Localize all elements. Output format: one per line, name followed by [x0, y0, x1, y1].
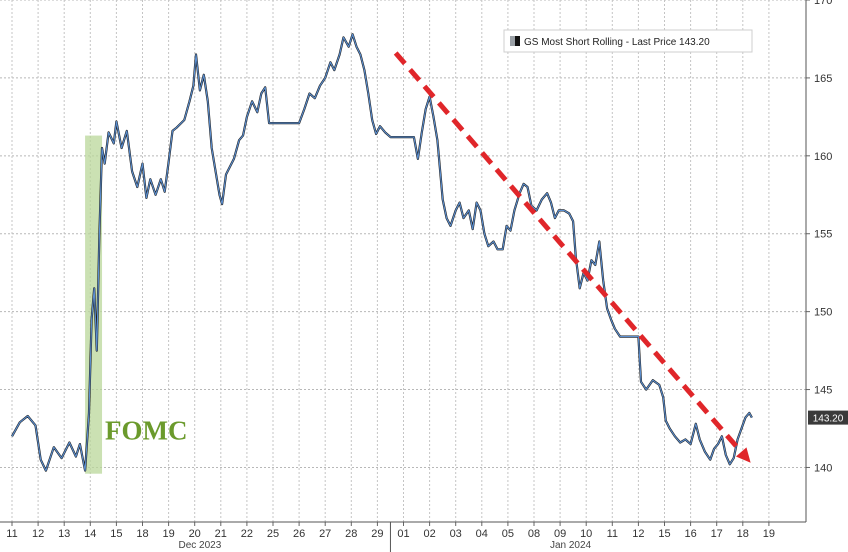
- last-price-label: 143.20: [813, 414, 844, 425]
- x-tick-label: 21: [215, 528, 227, 540]
- x-tick-label: 25: [267, 528, 279, 540]
- x-tick-label: 13: [58, 528, 70, 540]
- trend-arrow-shaft: [393, 51, 746, 456]
- y-tick-label: 165: [814, 73, 832, 85]
- fomc-label: FOMC: [105, 415, 187, 445]
- x-tick-label: 09: [554, 528, 566, 540]
- y-tick-label: 145: [814, 385, 832, 397]
- x-tick-label: 12: [632, 528, 644, 540]
- month-label-jan: Jan 2024: [550, 540, 592, 551]
- legend-label: GS Most Short Rolling - Last Price 143.2…: [524, 37, 710, 48]
- month-label-dec: Dec 2023: [179, 540, 222, 551]
- y-tick-label: 170: [814, 0, 832, 7]
- series-layer: [11, 33, 753, 472]
- y-tick-label: 160: [814, 151, 832, 163]
- x-tick-label: 28: [345, 528, 357, 540]
- x-tick-label: 10: [580, 528, 592, 540]
- legend-swatch-light: [510, 36, 515, 46]
- x-tick-label: 15: [110, 528, 122, 540]
- x-tick-label: 26: [293, 528, 305, 540]
- legend-box: [503, 29, 753, 53]
- y-tick-label: 155: [814, 229, 832, 241]
- x-tick-label: 11: [607, 528, 618, 540]
- x-tick-label: 19: [763, 528, 775, 540]
- trend-arrow-head: [735, 447, 751, 463]
- legend: GS Most Short Rolling - Last Price 143.2…: [503, 29, 753, 53]
- gridlines: [0, 0, 806, 522]
- x-tick-label: 15: [658, 528, 670, 540]
- x-tick-label: 03: [450, 528, 462, 540]
- trend-arrow: [393, 51, 751, 463]
- x-tick-label: 01: [397, 528, 409, 540]
- x-tick-label: 05: [502, 528, 514, 540]
- x-tick-label: 19: [162, 528, 174, 540]
- x-tick-label: 17: [711, 528, 723, 540]
- x-tick-label: 04: [476, 528, 488, 540]
- x-tick-label: 27: [319, 528, 331, 540]
- x-tick-label: 02: [423, 528, 435, 540]
- x-tick-label: 12: [32, 528, 44, 540]
- x-tick-label: 20: [189, 528, 201, 540]
- last-price-box: [808, 410, 848, 425]
- legend-swatch-dark: [515, 36, 520, 46]
- x-tick-label: 14: [84, 528, 96, 540]
- x-tick-label: 16: [684, 528, 696, 540]
- x-tick-label: 29: [371, 528, 383, 540]
- x-tick-label: 18: [737, 528, 749, 540]
- series-line: [11, 33, 753, 472]
- x-tick-label: 08: [528, 528, 540, 540]
- x-tick-label: 18: [136, 528, 148, 540]
- x-tick-label: 11: [6, 528, 17, 540]
- y-tick-label: 140: [814, 462, 832, 474]
- x-tick-label: 22: [241, 528, 253, 540]
- y-tick-label: 150: [814, 307, 832, 319]
